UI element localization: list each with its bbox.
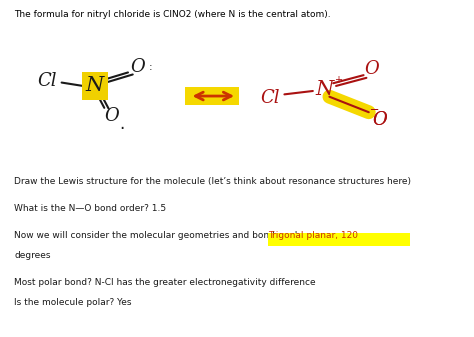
Text: The formula for nitryl chloride is ClNO2 (where N is the central atom).: The formula for nitryl chloride is ClNO2… bbox=[14, 10, 331, 19]
FancyBboxPatch shape bbox=[185, 87, 239, 105]
Text: degrees: degrees bbox=[14, 251, 51, 260]
Text: O: O bbox=[372, 111, 387, 129]
Text: O: O bbox=[130, 58, 145, 76]
Text: Now we will consider the molecular geometries and bond angles.: Now we will consider the molecular geome… bbox=[14, 231, 314, 240]
Text: Most polar bond? N-Cl has the greater electronegativity difference: Most polar bond? N-Cl has the greater el… bbox=[14, 278, 316, 287]
Text: .: . bbox=[119, 115, 125, 133]
Text: O: O bbox=[104, 107, 119, 125]
Text: :: : bbox=[149, 62, 153, 72]
Text: −: − bbox=[370, 104, 379, 115]
FancyBboxPatch shape bbox=[268, 233, 410, 246]
Text: N: N bbox=[316, 80, 334, 99]
Text: Cl: Cl bbox=[37, 72, 57, 90]
Text: What is the N—O bond order? 1.5: What is the N—O bond order? 1.5 bbox=[14, 204, 166, 213]
Text: Draw the Lewis structure for the molecule (let’s think about resonance structure: Draw the Lewis structure for the molecul… bbox=[14, 177, 411, 186]
Text: Cl: Cl bbox=[260, 89, 280, 107]
Text: N: N bbox=[86, 76, 104, 95]
Text: Trigonal planar, 120: Trigonal planar, 120 bbox=[268, 231, 358, 240]
Text: O: O bbox=[372, 111, 387, 129]
Text: O: O bbox=[365, 60, 380, 78]
Text: +: + bbox=[334, 75, 342, 85]
Text: Is the molecule polar? Yes: Is the molecule polar? Yes bbox=[14, 298, 132, 307]
Text: −: − bbox=[370, 104, 379, 115]
